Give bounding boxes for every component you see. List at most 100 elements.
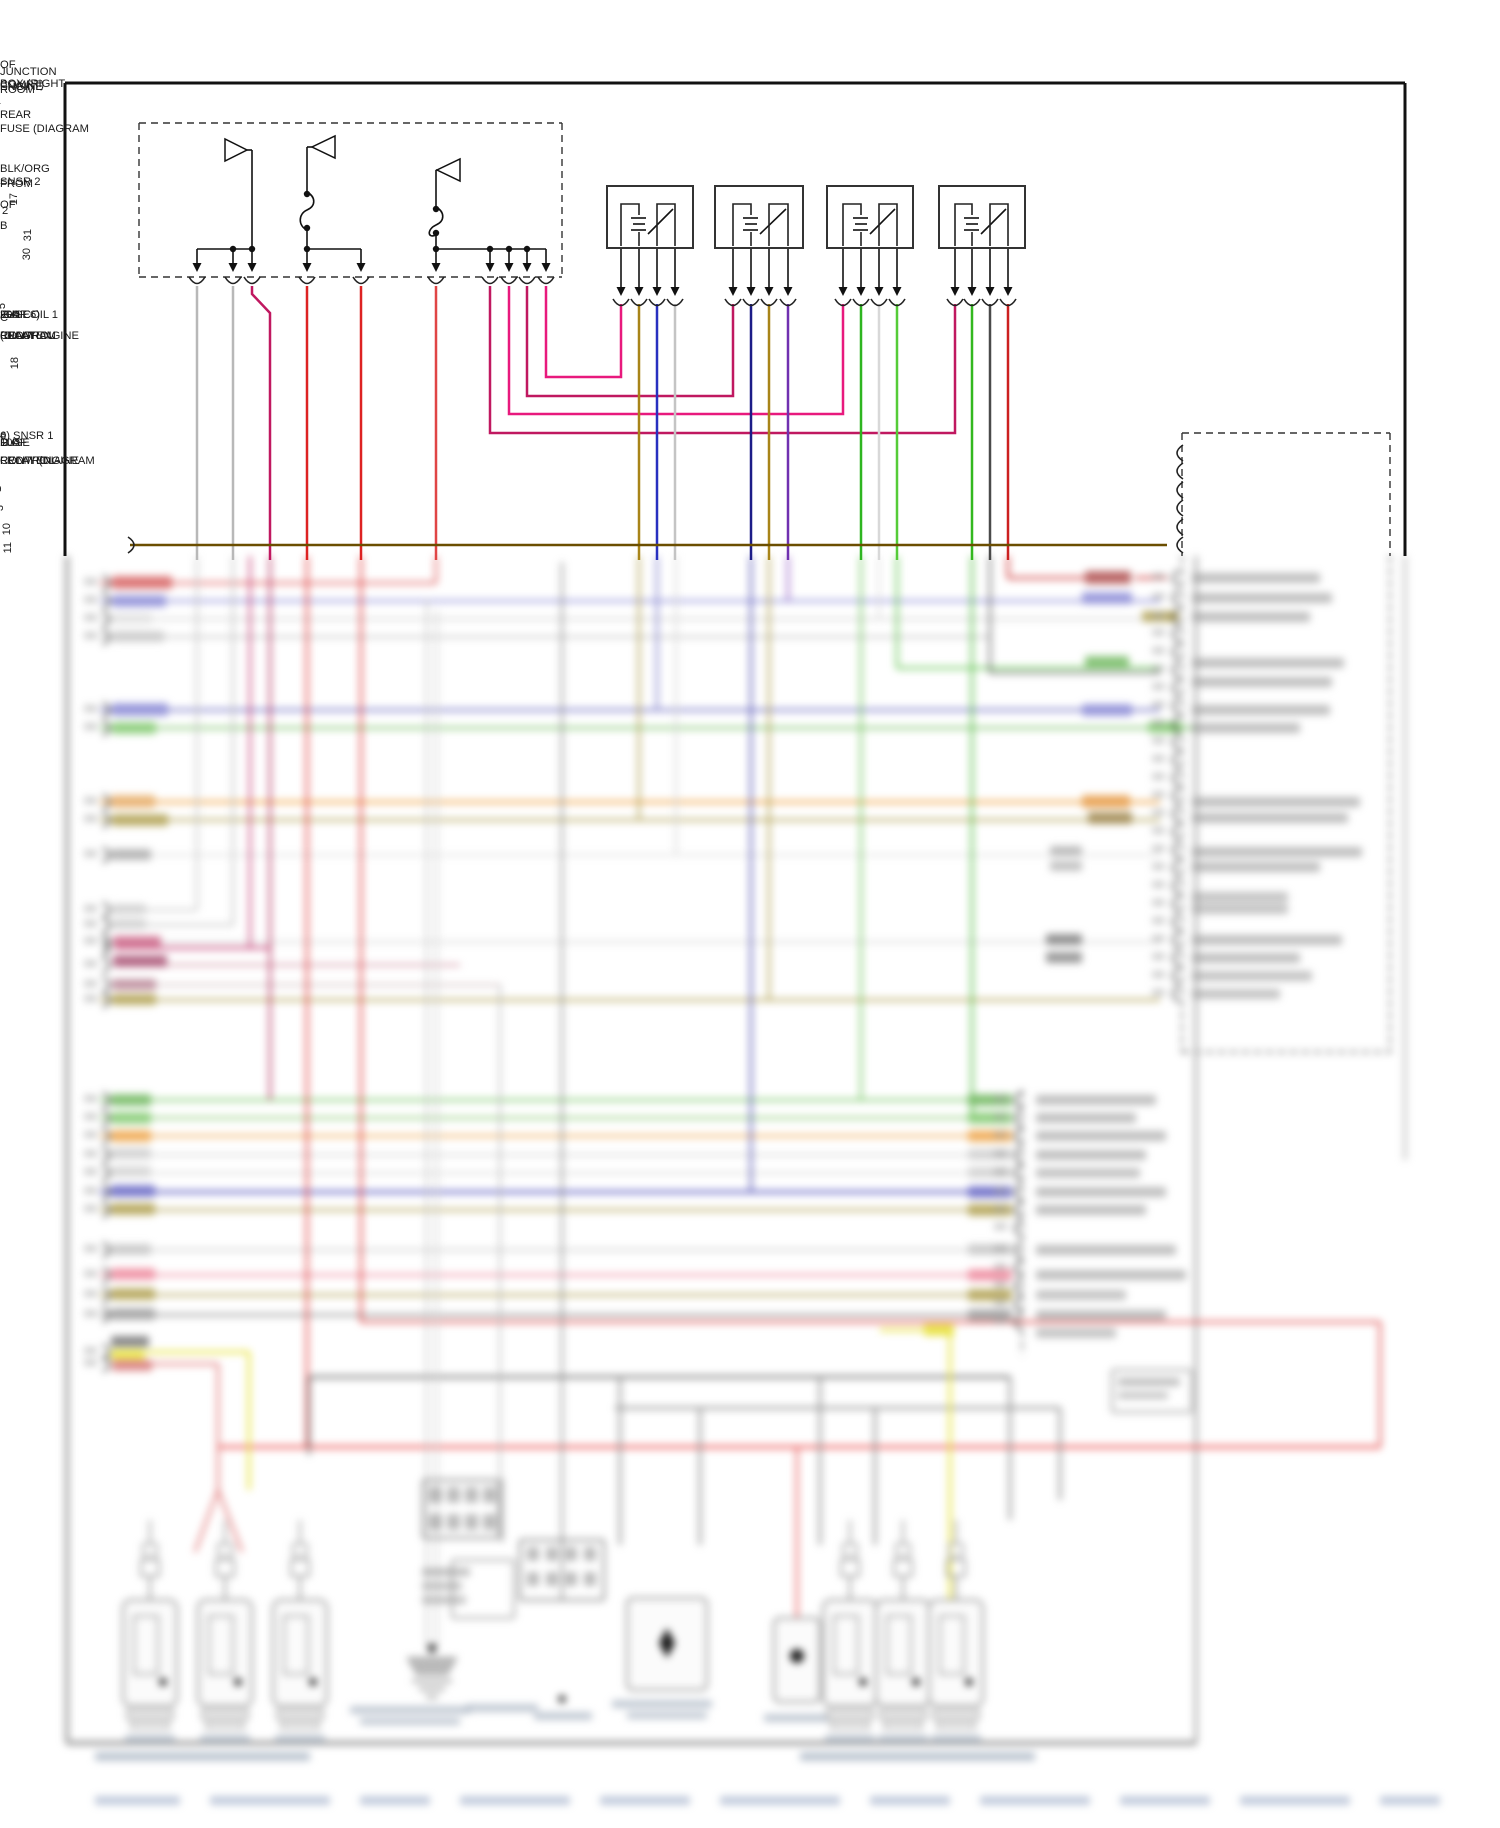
diagram-text: 18 [9,357,21,369]
coil-base [879,1709,927,1720]
connector-pin-icon [102,916,110,934]
blurred-pin-number [1152,953,1165,960]
blurred-text-bar [483,1487,496,1503]
diagram-text: NCA [0,0,1,3]
wire-arrow-icon [874,287,884,296]
blurred-pin-number [1152,899,1165,906]
diagram-text: PNK [0,0,1,3]
connector-pin-icon [779,298,797,307]
wire-arrow-icon [228,263,238,272]
coil-base [932,1709,980,1720]
diagram-line [759,208,787,235]
blurred-text-bar [527,1547,539,1561]
wire-color-label-block [112,576,172,589]
diagram-text: BLK/ORG [0,163,50,175]
wire-color-label-block [112,979,156,990]
junction-dot [229,245,237,253]
connector-pin-icon [102,811,110,829]
blurred-text-bar [210,1796,330,1805]
blurred-text-bar [1192,862,1320,872]
blurred-pin-number [1152,683,1165,690]
blurred-text-bar [1036,1245,1176,1255]
blurred-text-bar [565,1572,577,1586]
diagram-text: NCA [0,0,1,3]
wire-arrow-icon [670,287,680,296]
connector-pin-icon [298,276,316,285]
blurred-pin-number [84,1131,97,1138]
blurred-pin-number [994,1223,1007,1230]
wire-color-label-block [111,795,155,808]
blurred-pin-number [84,815,97,822]
diagram-line [980,208,1007,235]
blurred-pin-number [84,1150,97,1157]
diagram-path [428,206,444,237]
wire-color-label-block [1050,846,1082,856]
diagram-text: FROM ENGINE [0,330,79,342]
coil-inner [939,1615,965,1675]
blurred-text-bar [360,1718,460,1725]
diagram-text: OF [0,199,16,211]
wire-color-label-block [112,1360,152,1371]
blurred-pin-number [84,578,97,585]
blurred-pin-number [84,1168,97,1175]
diagram-text: E/R-CA [0,0,1,3]
wire-color-label-block [112,613,152,624]
connector-pin-icon [1172,859,1180,877]
diagram-text: C [0,312,8,324]
junction-dot [505,245,513,253]
diagram-text: PNK [0,0,1,3]
blurred-text-bar [429,1487,442,1503]
blurred-text-bar [429,1514,442,1530]
connector-pin-icon [1176,462,1184,480]
diagram-text: 30 [21,248,33,260]
blurred-pin-number [84,1113,97,1120]
connector-pin-icon [1176,481,1184,499]
diagram-text: E/R-CA [0,0,1,3]
wire-color-label-block [1082,704,1132,716]
component-box [606,185,694,249]
diagram-line [869,208,896,235]
diagram-line [193,1489,220,1553]
wire-color-label-block [113,936,161,948]
diagram-text: 10A [0,437,20,449]
diagram-text: 2 [2,205,8,217]
connector-pin-icon [1176,536,1184,554]
connector-pin-icon [1014,1219,1022,1237]
blurred-pin-number [84,614,97,621]
diagram-text: NCA [0,0,1,3]
blurred-pin-number [1152,773,1165,780]
blurred-pin-number [84,1359,97,1366]
wire-arrow-icon [356,263,366,272]
blurred-pin-number [1152,665,1165,672]
diagram-text: NCA [0,0,1,3]
blurred-text-bar [1036,1131,1166,1141]
connector-pin-icon [666,298,684,307]
diagram-text: 1 [0,486,4,492]
blurred-pin-number [1152,647,1165,654]
diagram-path [954,203,973,246]
blurred-text-bar [447,1514,460,1530]
blurred-text-bar [1192,705,1330,715]
blurred-pin-number [84,920,97,927]
blurred-pin-number [994,1245,1007,1252]
blurred-pin-number [994,1168,1007,1175]
connector-pin-icon [102,628,110,646]
blurred-text-bar [546,1547,558,1561]
wire-color-label-block [111,1166,151,1177]
connector-pin-icon [1172,931,1180,949]
wire-color-label-block [1085,571,1131,584]
wire-arrow-icon [967,287,977,296]
connector-pin-icon [102,1183,110,1201]
wire-color-label-block [1050,861,1082,871]
junction-dot [303,224,311,232]
blurred-pin-number [84,980,97,987]
blurred-text-bar [483,1514,496,1530]
blurred-component-label [931,1735,981,1743]
wire-arrow-icon [616,287,626,296]
blurred-text-bar [980,1796,1090,1805]
connector-pin-icon [963,298,981,307]
blurred-text-bar [1240,1796,1350,1805]
blurred-text-bar [360,1796,430,1805]
connector-pin-icon [1014,1277,1022,1295]
